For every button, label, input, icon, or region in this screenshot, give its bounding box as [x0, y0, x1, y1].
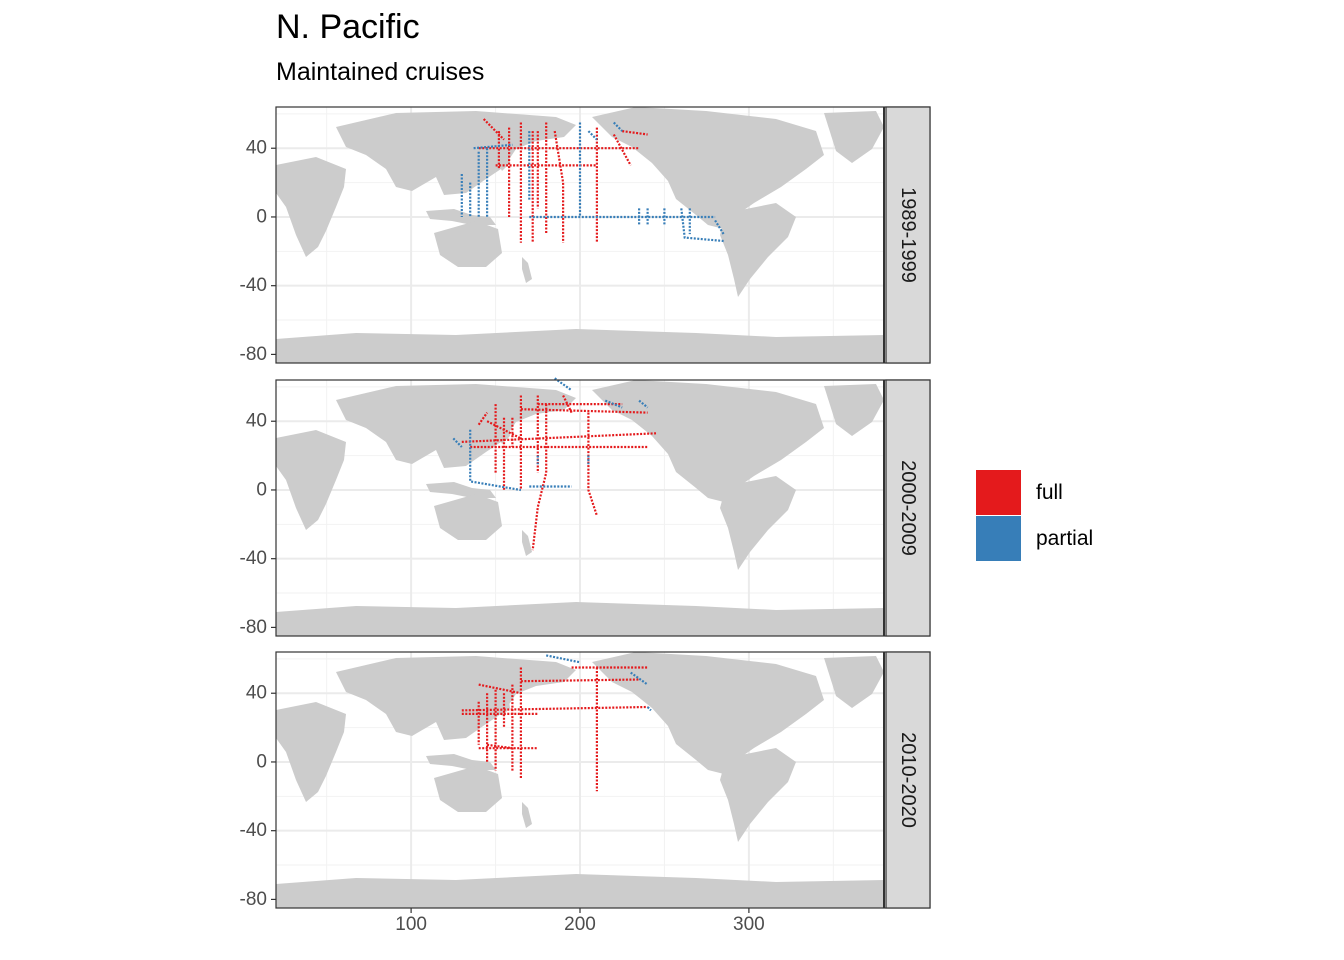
- cruise-track-partial: [604, 399, 623, 409]
- y-tick-label: 0: [256, 751, 267, 772]
- y-tick-label: -40: [240, 820, 267, 841]
- legend-key-full: [976, 470, 1021, 515]
- cruise-track-partial: [473, 143, 513, 150]
- cruise-track-full: [520, 678, 640, 683]
- facet-label: 1989-1999: [897, 187, 919, 283]
- x-tick-label: 200: [564, 914, 596, 935]
- y-tick-label: 0: [256, 206, 267, 227]
- cruise-track-partial: [638, 399, 649, 409]
- facet-strip: [885, 379, 931, 637]
- cruise-track-full: [478, 683, 522, 695]
- facet-strip: [885, 651, 931, 909]
- cruise-track-partial: [680, 208, 724, 243]
- x-tick-label: 300: [733, 914, 765, 935]
- legend-label: partial: [1036, 527, 1093, 550]
- cruise-track-full: [520, 408, 648, 414]
- cruise-track-full: [477, 411, 489, 426]
- facet-label: 2010-2020: [897, 732, 919, 828]
- cruise-track-full: [486, 743, 513, 750]
- y-tick-label: -80: [240, 889, 267, 910]
- y-tick-label: 0: [256, 479, 267, 500]
- cruise-track-full: [482, 118, 505, 141]
- facet-strip: [885, 106, 931, 364]
- cruise-track-partial: [469, 429, 522, 492]
- legend-label: full: [1036, 481, 1063, 504]
- y-tick-label: -80: [240, 617, 267, 638]
- cruise-track-full: [562, 395, 573, 414]
- y-tick-label: -80: [240, 344, 267, 365]
- chart-title: N. Pacific: [276, 8, 420, 46]
- cruise-track-partial: [545, 654, 581, 664]
- chart-subtitle: Maintained cruises: [276, 58, 485, 86]
- y-tick-label: 40: [246, 411, 267, 432]
- y-tick-label: -40: [240, 548, 267, 569]
- x-tick-label: 100: [395, 914, 427, 935]
- cruise-track-full: [553, 130, 565, 243]
- cruise-track-full: [461, 705, 648, 712]
- cruise-track-full: [461, 432, 657, 443]
- cruise-track-partial: [714, 219, 725, 235]
- legend-key-partial: [976, 516, 1021, 561]
- y-tick-label: 40: [246, 683, 267, 704]
- cruise-track-partial: [646, 706, 652, 712]
- cruise-track-full: [622, 130, 648, 136]
- y-tick-label: -40: [240, 275, 267, 296]
- facet-label: 2000-2009: [897, 460, 919, 556]
- cruise-track-full: [587, 412, 598, 517]
- y-tick-label: 40: [246, 138, 267, 159]
- cruise-track-full: [612, 133, 632, 166]
